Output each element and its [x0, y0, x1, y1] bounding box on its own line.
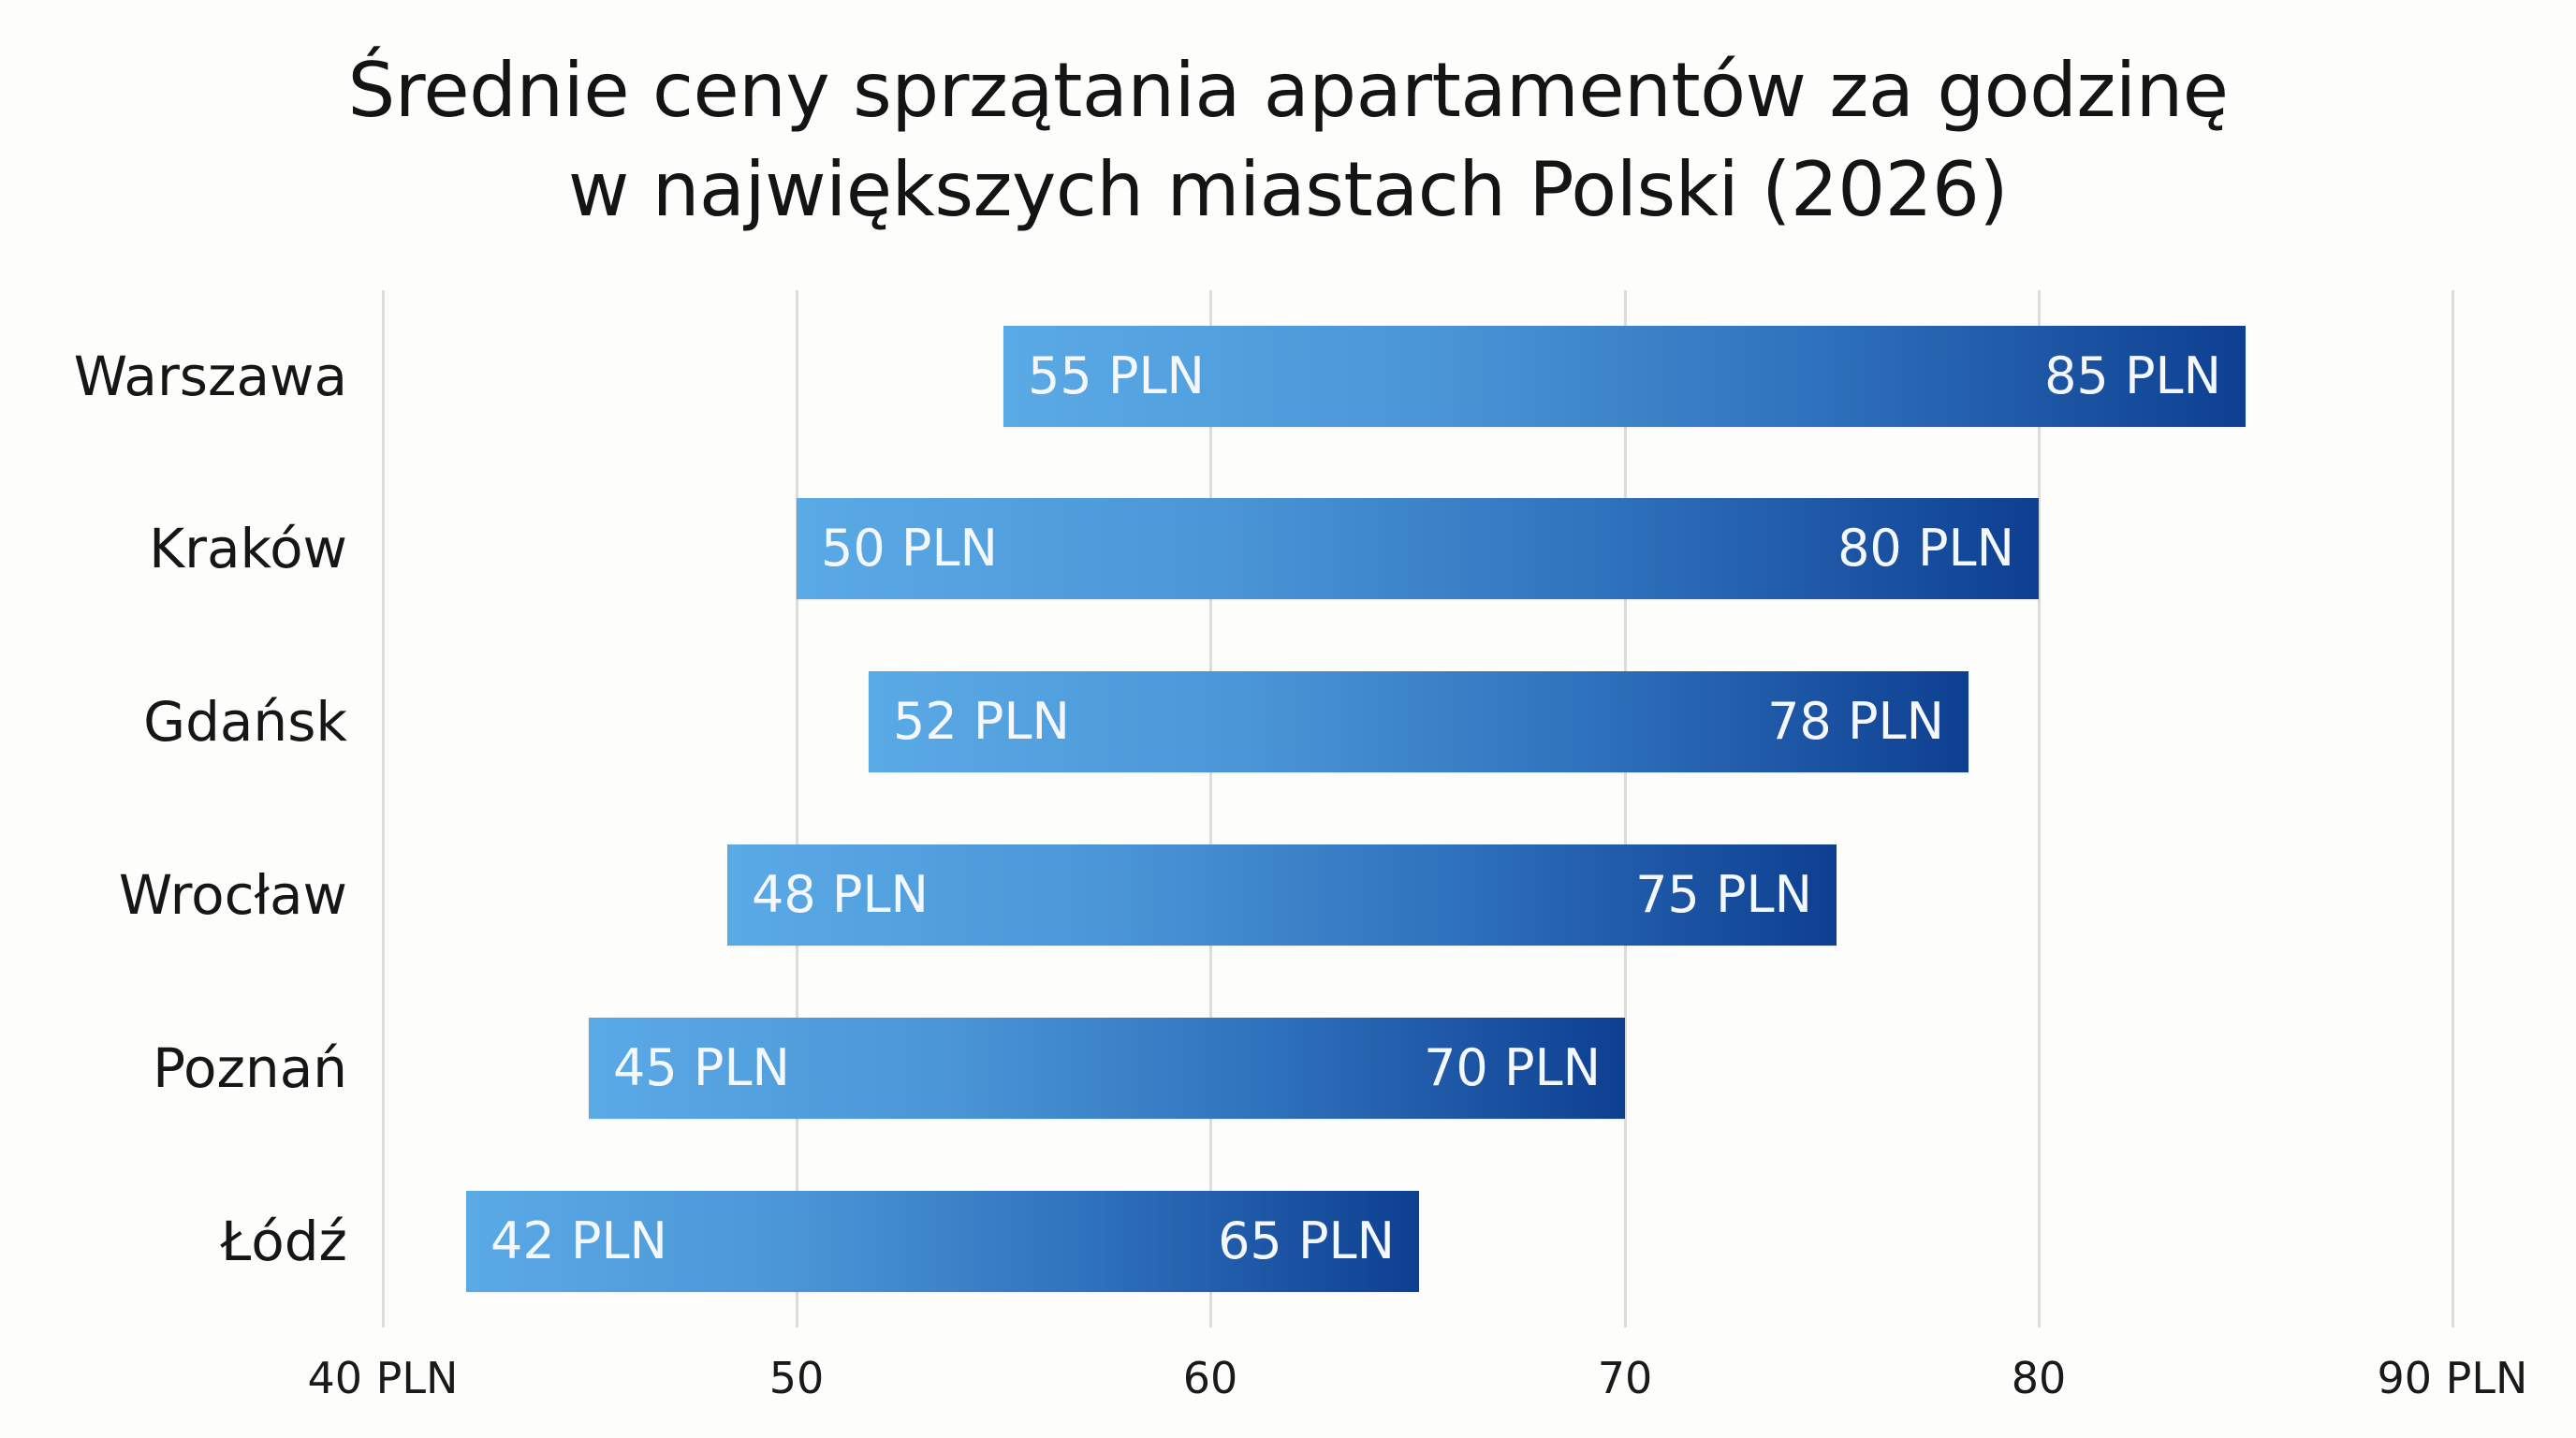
category-label-wroclaw: Wrocław [118, 863, 347, 927]
max-value-label: 75 PLN [1635, 865, 1812, 924]
x-tick-label: 90 PLN [2377, 1353, 2528, 1403]
category-label-poznan: Poznań [153, 1036, 347, 1100]
chart-title-line-1: Średnie ceny sprzątania apartamentów za … [347, 47, 2229, 134]
range-bar-warszawa: 55 PLN 85 PLN [1003, 326, 2246, 427]
chart-title-line-2: w największych miastach Polski (2026) [567, 146, 2009, 233]
range-bar-lodz: 42 PLN 65 PLN [466, 1191, 1419, 1292]
min-value-label: 48 PLN [752, 865, 929, 924]
max-value-label: 65 PLN [1218, 1211, 1395, 1270]
gridline-50 [796, 290, 798, 1328]
gridline-60 [1209, 290, 1212, 1328]
max-value-label: 78 PLN [1767, 692, 1944, 751]
x-tick-label: 60 [1182, 1353, 1238, 1403]
min-value-label: 55 PLN [1028, 346, 1205, 405]
range-bar-krakow: 50 PLN 80 PLN [797, 498, 2039, 599]
gridline-40 [382, 290, 385, 1328]
chart-title: Średnie ceny sprzątania apartamentów za … [0, 41, 2576, 240]
x-tick-label: 50 [768, 1353, 825, 1403]
range-bar-gdansk: 52 PLN 78 PLN [869, 671, 1969, 772]
min-value-label: 45 PLN [613, 1038, 790, 1097]
range-bar-poznan: 45 PLN 70 PLN [589, 1018, 1625, 1119]
max-value-label: 70 PLN [1424, 1038, 1601, 1097]
min-value-label: 50 PLN [821, 519, 998, 578]
x-tick-label: 80 [2011, 1353, 2067, 1403]
x-tick-label: 70 [1597, 1353, 1653, 1403]
category-label-krakow: Kraków [149, 517, 347, 580]
gridline-80 [2038, 290, 2041, 1328]
gridline-70 [1624, 290, 1627, 1328]
max-value-label: 80 PLN [1837, 519, 2014, 578]
max-value-label: 85 PLN [2044, 346, 2221, 405]
min-value-label: 52 PLN [893, 692, 1070, 751]
min-value-label: 42 PLN [490, 1211, 667, 1270]
x-tick-label: 40 PLN [307, 1353, 459, 1403]
range-bar-wroclaw: 48 PLN 75 PLN [727, 844, 1837, 946]
gridline-90 [2452, 290, 2454, 1328]
category-label-warszawa: Warszawa [73, 345, 347, 408]
category-label-gdansk: Gdańsk [143, 690, 347, 754]
category-label-lodz: Łódź [220, 1210, 347, 1273]
